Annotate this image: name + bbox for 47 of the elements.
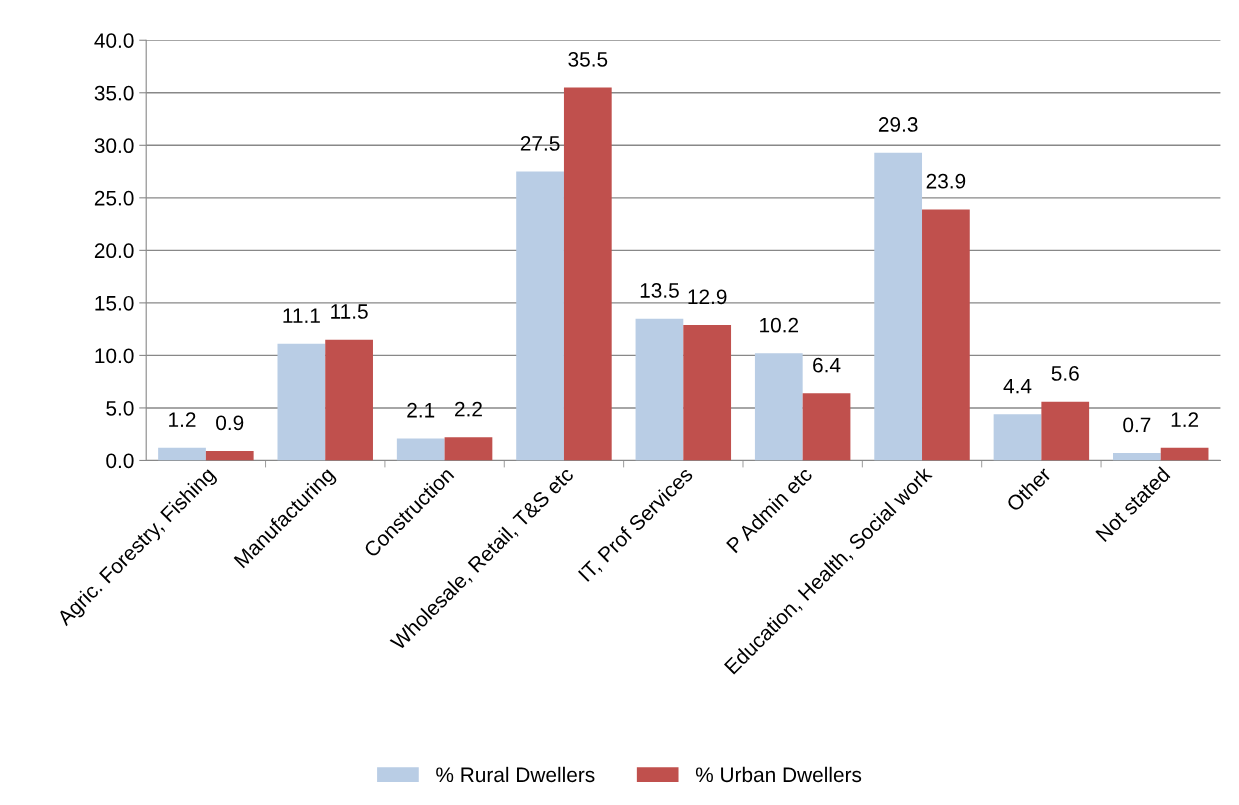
data-label: 23.9	[926, 173, 966, 189]
bar	[396, 438, 445, 461]
bar	[563, 87, 612, 461]
bar	[635, 318, 684, 461]
y-tick-label: 30.0	[94, 138, 134, 154]
y-tick-label: 15.0	[95, 295, 134, 311]
y-tick-label: 25.0	[94, 190, 134, 206]
bar	[325, 339, 373, 461]
y-tick-label: 40.0	[94, 33, 134, 48]
data-label: 1.2	[1171, 412, 1199, 427]
data-label: 2.2	[455, 401, 482, 417]
bar	[922, 209, 970, 461]
data-label: 35.5	[568, 51, 608, 67]
data-label: 10.2	[760, 317, 799, 333]
bar	[277, 343, 326, 461]
bar	[444, 437, 493, 461]
y-tick-label: 10.0	[95, 348, 134, 364]
data-label: 5.6	[1051, 366, 1079, 381]
bar	[1041, 401, 1090, 461]
y-tick-label: 0.0	[106, 453, 134, 469]
bar	[1160, 447, 1209, 461]
legend-label: % Urban Dwellers	[695, 766, 862, 783]
data-label: 6.4	[813, 357, 841, 373]
data-label: 0.7	[1123, 417, 1151, 433]
bar	[158, 447, 206, 461]
legend-label: % Rural Dwellers	[436, 766, 595, 783]
y-tick-label: 20.0	[94, 243, 134, 259]
bar	[683, 324, 732, 461]
bar	[1112, 453, 1161, 461]
data-label: 4.4	[1003, 378, 1032, 394]
data-label: 11.1	[283, 308, 320, 323]
data-label: 0.9	[216, 415, 244, 431]
data-label: 27.5	[520, 136, 560, 151]
bar	[993, 414, 1042, 461]
bar	[802, 393, 851, 461]
data-label: 29.3	[878, 117, 918, 132]
bar	[754, 353, 803, 461]
data-label: 2.1	[407, 402, 435, 418]
bar	[516, 171, 564, 461]
bar	[874, 152, 923, 461]
data-label: 13.5	[640, 283, 679, 298]
bar	[205, 451, 254, 461]
data-label: 1.2	[169, 412, 196, 427]
data-label: 12.9	[688, 289, 727, 305]
y-tick-label: 5.0	[106, 400, 134, 416]
data-label: 11.5	[331, 304, 368, 319]
y-tick-label: 35.0	[94, 85, 134, 101]
